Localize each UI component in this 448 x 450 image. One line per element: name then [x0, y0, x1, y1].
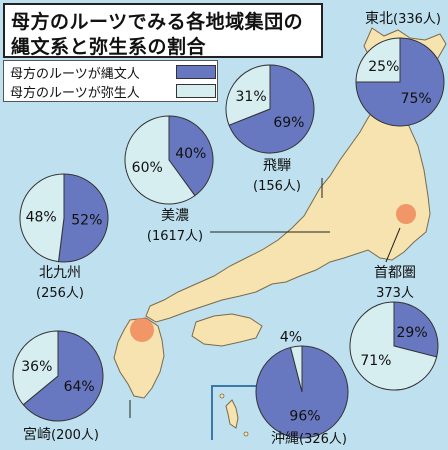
region-name: 北九州 — [39, 265, 81, 281]
pie-slice-yayoi — [349, 301, 438, 391]
region-label-kitakyushu: 北九州 (256人) — [30, 262, 90, 301]
chart-title-line-2: 縄文系と弥生系の割合 — [11, 36, 207, 58]
pie-slice-yayoi — [124, 115, 196, 205]
shikoku-shape — [191, 313, 263, 347]
pie-slice-yayoi — [19, 173, 65, 263]
region-label-tohoku: 東北(336人) — [360, 8, 446, 28]
legend: 母方のルーツが縄文人 母方のルーツが弥生人 — [3, 60, 218, 102]
title-box: 母方のルーツでみる各地域集団の 縄文系と弥生系の割合 — [3, 3, 323, 58]
okinawa-islet — [243, 431, 249, 437]
pie-slice-jomon — [57, 173, 109, 263]
pie-data-label: 40% — [175, 146, 206, 162]
pie-data-label: 75% — [401, 91, 432, 107]
region-name: 美濃 — [161, 208, 189, 224]
pie-data-label: 29% — [397, 325, 428, 341]
pie-data-label: 71% — [360, 353, 391, 369]
pie-data-label: 48% — [26, 210, 57, 226]
okinawa-islet — [219, 393, 225, 399]
region-label-mino: 美濃 (1617人) — [140, 205, 210, 244]
leader-line — [385, 227, 401, 263]
kitakyushu-highlight — [130, 318, 154, 342]
region-label-hida: 飛騨 (156人) — [247, 155, 307, 194]
legend-entry-yayoi: 母方のルーツが弥生人 — [10, 82, 140, 101]
pie-slice-jomon — [393, 301, 439, 358]
region-label-shutoken: 首都圏 373人 — [360, 262, 430, 301]
pie-slice-jomon — [355, 37, 445, 127]
sample-size: (1617人) — [146, 229, 204, 244]
pie-slice-yayoi — [355, 37, 401, 83]
legend-entry-jomon: 母方のルーツが縄文人 — [10, 63, 140, 82]
pie-mino: 40% 60% — [124, 115, 214, 205]
pie-miyazaki: 64% 36% — [12, 330, 104, 422]
sample-size: 373人 — [376, 286, 414, 301]
region-name: 宮崎 — [23, 427, 52, 443]
region-name: 首都圏 — [374, 265, 416, 281]
sample-size: (256人) — [36, 286, 84, 301]
pie-data-label: 60% — [132, 160, 163, 176]
sample-size: (336人) — [393, 12, 441, 27]
okinawa-shape — [225, 399, 239, 429]
pie-data-label: 64% — [64, 379, 95, 395]
sample-size: (326人) — [299, 432, 347, 447]
pie-shutoken: 29% 71% — [349, 301, 439, 391]
chart-title-line-1: 母方のルーツでみる各地域集団の — [11, 11, 304, 33]
legend-swatch-yayoi — [176, 84, 216, 98]
pie-data-label: 31% — [236, 89, 267, 105]
pie-kitakyushu: 52% 48% — [19, 173, 109, 263]
sample-size: (200人) — [51, 428, 99, 443]
pie-slice-yayoi — [12, 330, 59, 406]
region-name: 飛騨 — [263, 158, 291, 174]
kyushu-shape — [113, 317, 165, 399]
tokyo-highlight — [396, 204, 416, 224]
pie-data-label: 36% — [21, 359, 52, 375]
pie-slice-yayoi — [225, 64, 271, 126]
region-name: 沖縄 — [271, 431, 300, 447]
pie-data-label: 52% — [71, 212, 102, 228]
pie-hida: 69% 31% — [225, 64, 315, 154]
pie-slice-jomon — [22, 330, 104, 422]
region-label-okinawa: 沖縄(326人) — [254, 428, 364, 448]
legend-label: 母方のルーツが弥生人 — [10, 86, 140, 101]
pie-slice-yayoi — [289, 345, 303, 393]
region-label-miyazaki: 宮崎(200人) — [6, 424, 116, 444]
okinawa-inset-frame — [211, 385, 256, 440]
pie-slice-jomon — [228, 64, 315, 154]
pie-data-label: 25% — [368, 59, 399, 75]
pie-charts: 75%25% 69% 31% 40% 60% 52% 48% 29% 71% 64% 36% 96% 4… — [12, 37, 445, 439]
pie-tohoku: 75%25% — [355, 37, 445, 127]
pie-data-label: 96% — [289, 409, 320, 425]
pie-data-label: 4% — [280, 329, 302, 345]
legend-label: 母方のルーツが縄文人 — [10, 67, 140, 82]
legend-swatch-jomon — [176, 65, 216, 79]
sample-size: (156人) — [253, 179, 301, 194]
region-name: 東北 — [365, 11, 394, 27]
honshu-shape — [145, 99, 431, 323]
pie-okinawa: 96% 4% — [255, 329, 349, 439]
pie-slice-jomon — [168, 115, 214, 197]
pie-data-label: 69% — [273, 115, 304, 131]
